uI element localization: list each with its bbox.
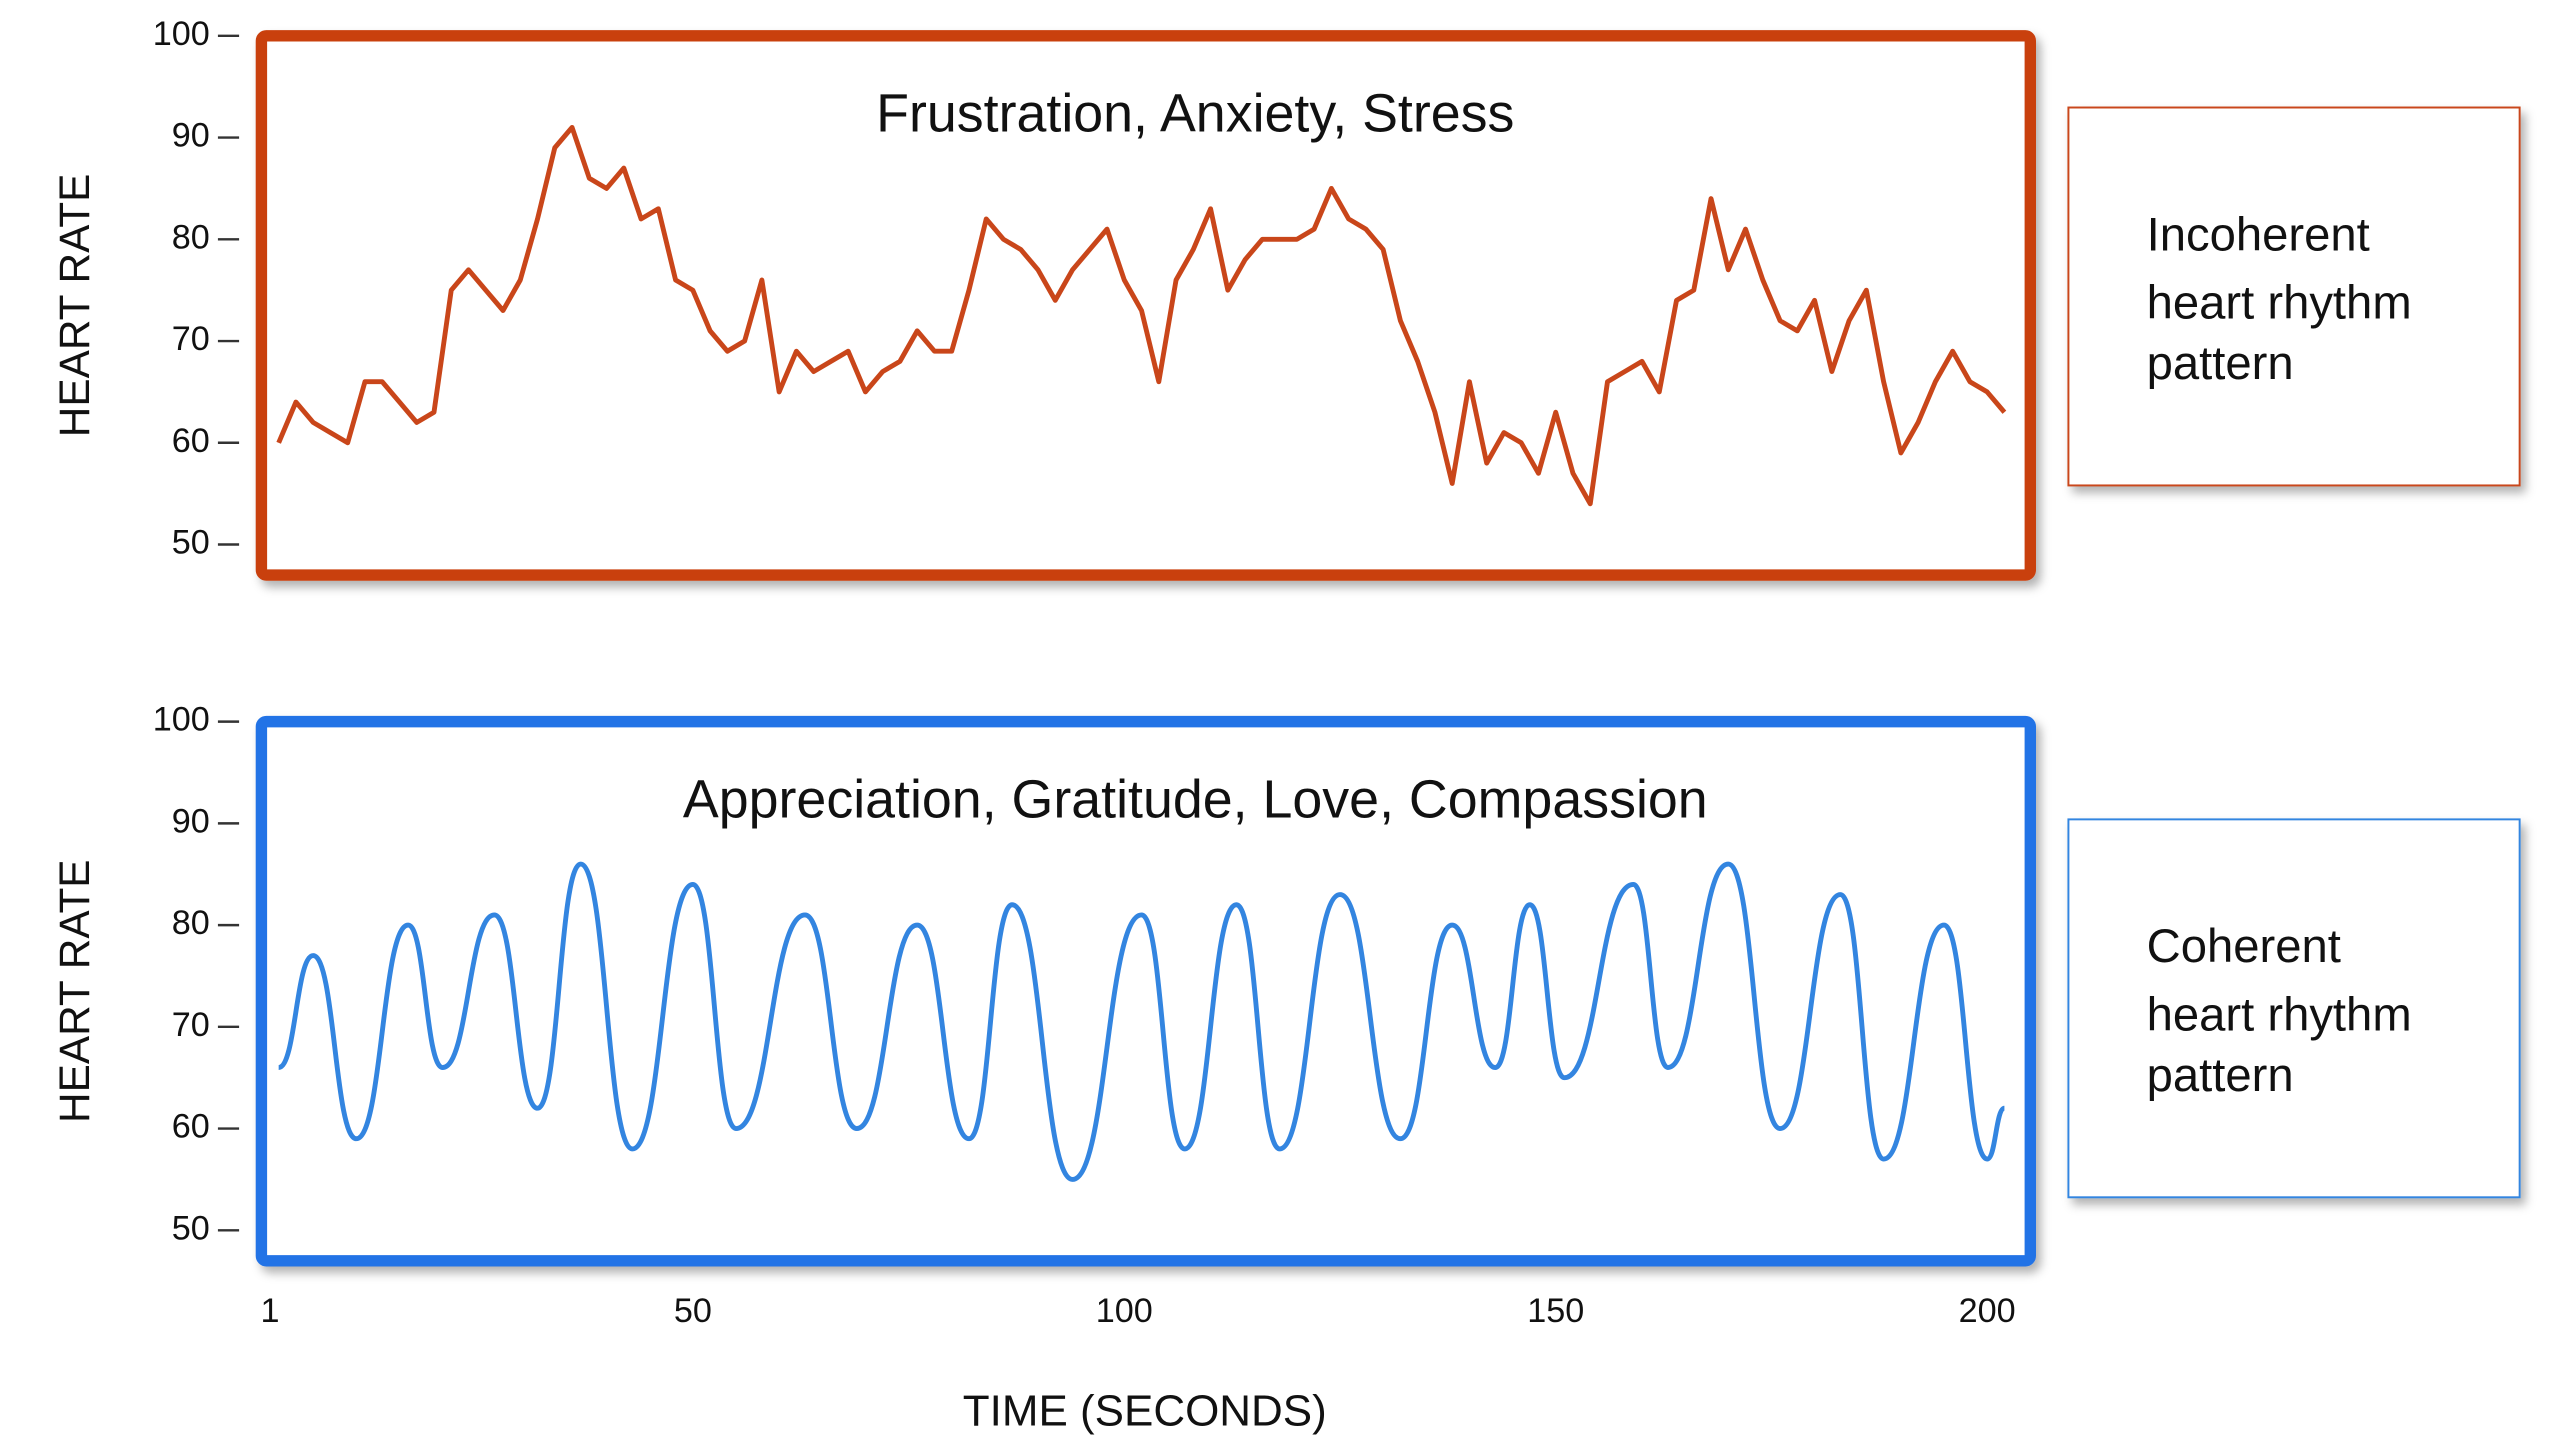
y-tick-label: 80 [172,218,210,256]
x-tick-label: 200 [1959,1292,2016,1330]
y-tick-label: 50 [172,1209,210,1247]
panel: 50 60 70 80 90 100 HEART RATE Appreciation, Gra… [51,701,2521,1436]
plot-frame [255,715,2037,1267]
y-tick-label: 80 [172,904,210,942]
y-tick-label: 60 [172,1108,210,1146]
y-tick-label: 50 [172,524,210,562]
y-tick-label: 100 [153,15,210,53]
x-tick-label: 100 [1096,1292,1153,1330]
y-tick-label: 100 [153,701,210,739]
data-line [276,124,2007,507]
plot-frame [255,30,2037,581]
annotation-line: Incoherent [2147,208,2370,261]
annotation-line: pattern [2147,1049,2294,1102]
x-tick-label: 1 [261,1292,280,1330]
panel: 50 60 70 80 90 100 HEART RATE Frustration, Anxi… [51,15,2521,581]
y-axis-label: HEART RATE [51,174,98,438]
annotation-box [2067,106,2521,487]
panel-title: Frustration, Anxiety, Stress [876,83,1514,143]
annotation-line: Coherent [2147,920,2341,973]
y-tick-label: 90 [172,802,210,840]
panel-title: Appreciation, Gratitude, Love, Compassio… [683,769,1708,829]
annotation-line: heart rhythm [2147,989,2412,1042]
data-line [277,861,2006,1182]
annotation-line: pattern [2147,337,2294,390]
annotation-line: heart rhythm [2147,277,2412,330]
y-tick-label: 90 [172,117,210,155]
y-axis-label: HEART RATE [51,859,98,1123]
annotation-box [2067,818,2521,1199]
x-tick-label: 150 [1527,1292,1584,1330]
y-tick-label: 60 [172,422,210,460]
x-tick-label: 50 [674,1292,712,1330]
y-tick-label: 70 [172,320,210,358]
y-tick-label: 70 [172,1006,210,1044]
x-axis-label: TIME (SECONDS) [963,1387,1327,1436]
